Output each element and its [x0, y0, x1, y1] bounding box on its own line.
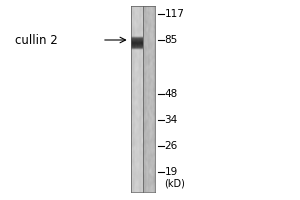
Text: 85: 85: [164, 35, 178, 45]
Text: 48: 48: [164, 89, 178, 99]
Text: (kD): (kD): [164, 179, 185, 189]
Text: 34: 34: [164, 115, 178, 125]
Text: 117: 117: [164, 9, 184, 19]
Text: cullin 2: cullin 2: [15, 33, 58, 46]
Text: 26: 26: [164, 141, 178, 151]
Text: 19: 19: [164, 167, 178, 177]
